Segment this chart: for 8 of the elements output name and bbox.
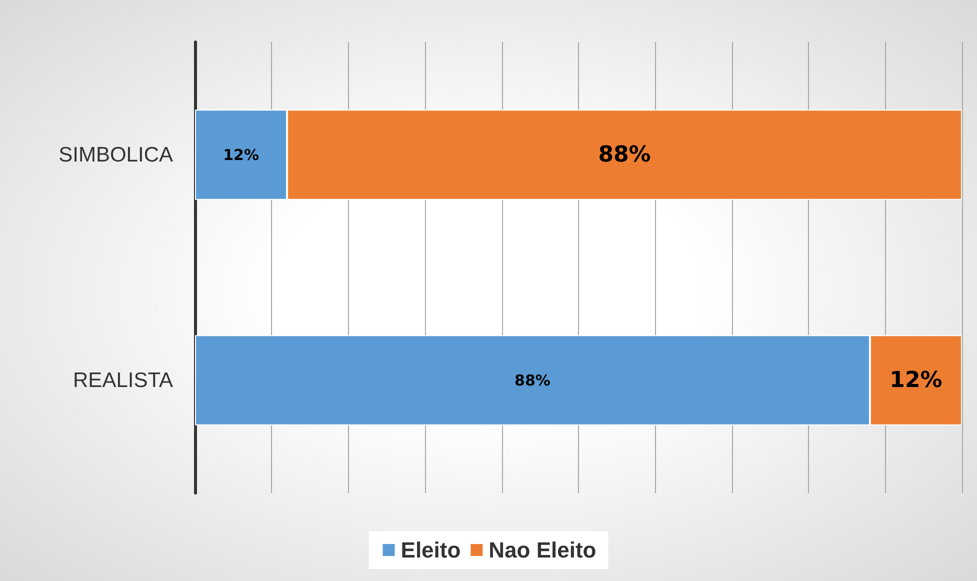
- data-label: 12%: [223, 146, 259, 164]
- legend-label: Nao Eleito: [488, 538, 596, 562]
- y-tick-label: REALISTA: [73, 368, 173, 392]
- y-tick-label: SIMBOLICA: [58, 143, 173, 166]
- data-label: 12%: [890, 368, 942, 393]
- legend-label: Eleito: [400, 538, 461, 562]
- data-label: 88%: [598, 142, 651, 168]
- data-label: 88%: [514, 371, 550, 390]
